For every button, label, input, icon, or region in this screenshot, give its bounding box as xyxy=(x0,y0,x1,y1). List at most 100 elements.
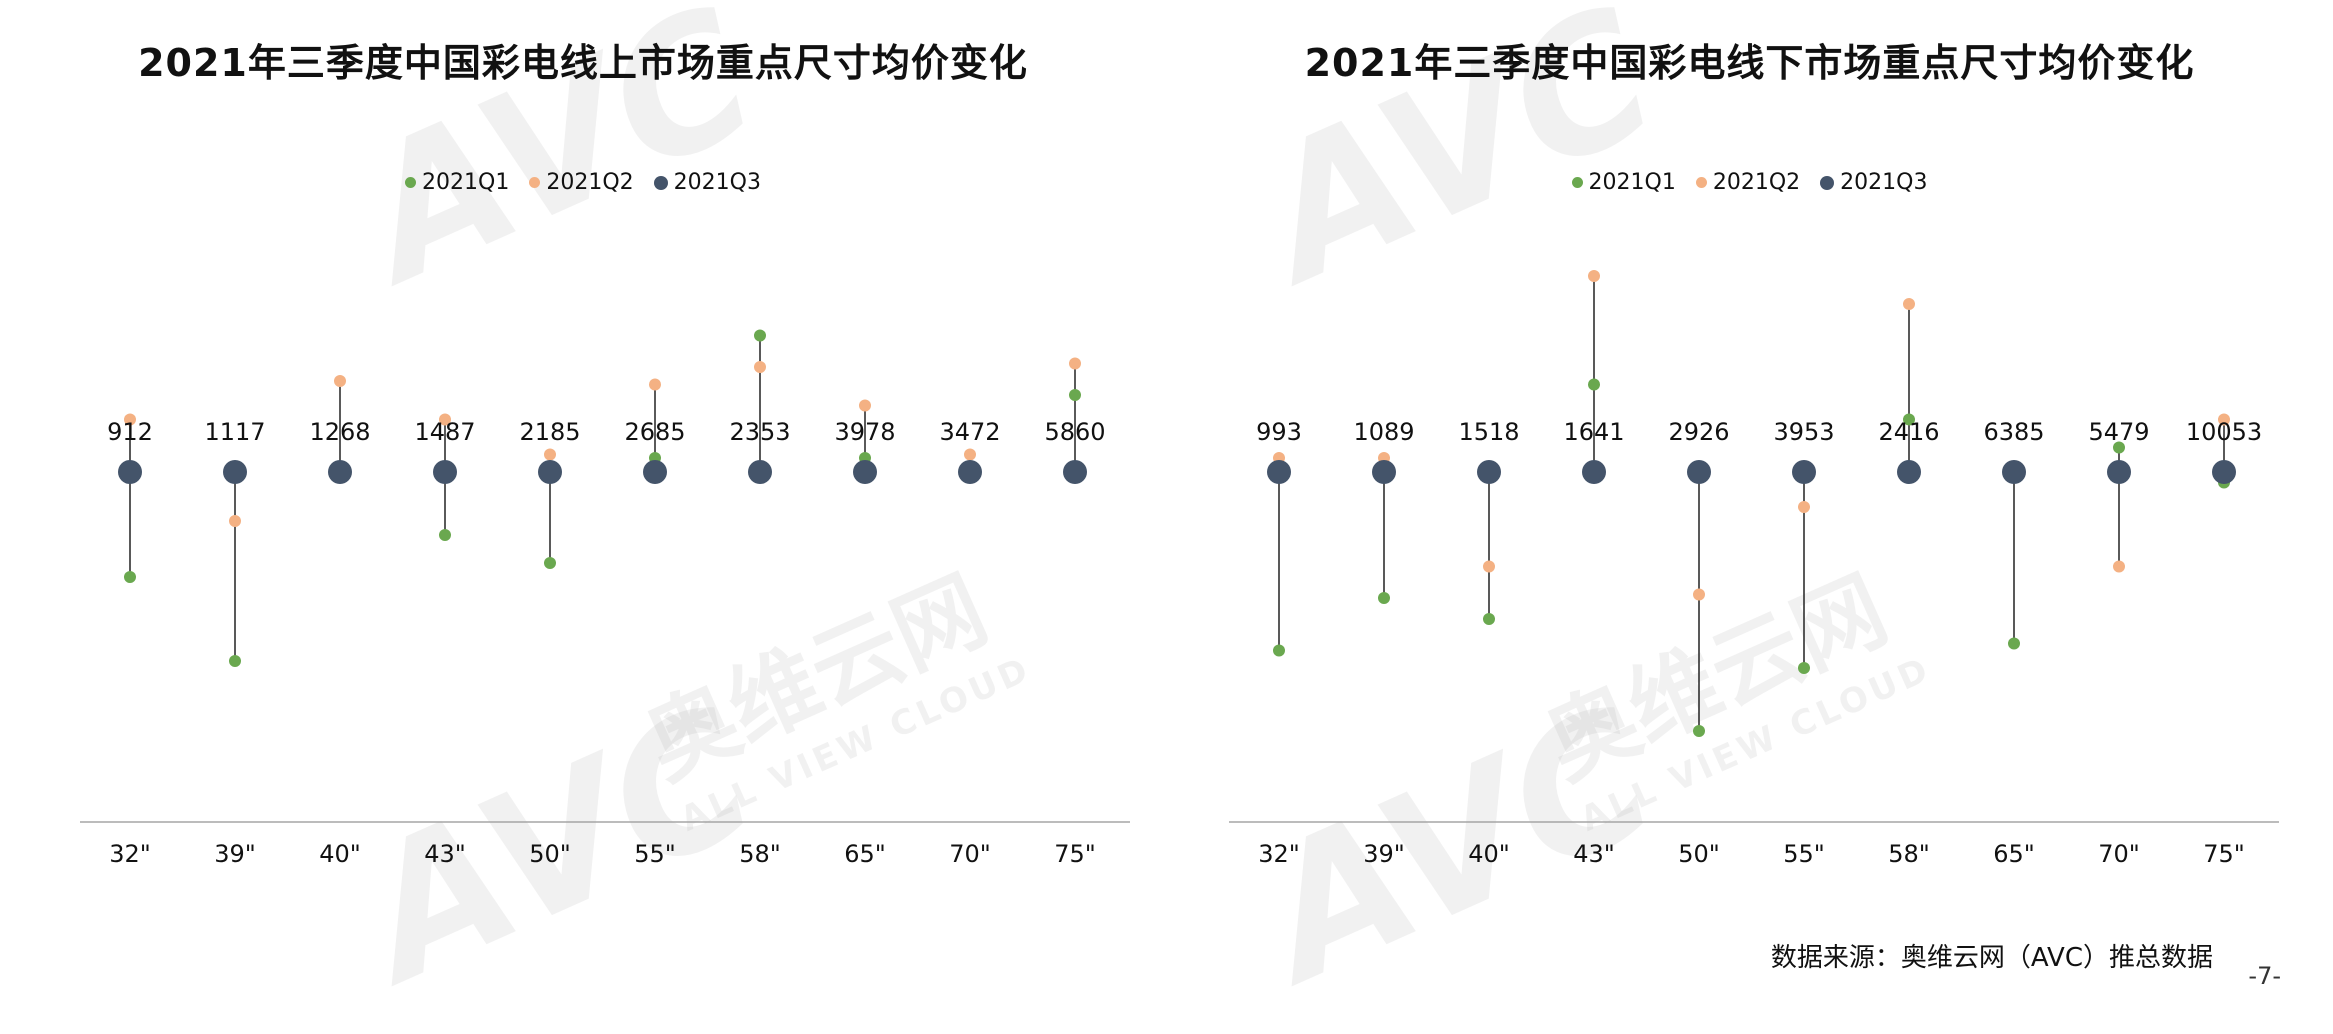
point-2021q1 xyxy=(2008,637,2020,650)
legend-offline: 2021Q1 2021Q2 2021Q3 xyxy=(1166,170,2333,195)
point-2021q1 xyxy=(1588,378,1600,391)
point-2021q3 xyxy=(853,460,877,484)
point-2021q3 xyxy=(223,460,247,484)
x-tick-label: 55" xyxy=(634,840,676,868)
plot-area-offline: 993 32" 1089 39" 1518 40" 1641 43" 2926 50" 3953 55… xyxy=(1229,270,2279,868)
point-2021q3 xyxy=(538,460,562,484)
point-2021q1 xyxy=(439,529,451,541)
legend-label-q2: 2021Q2 xyxy=(1712,170,1801,195)
point-2021q1 xyxy=(1273,644,1285,657)
legend-item-q3: 2021Q3 xyxy=(1820,170,1927,195)
data-label: 1268 xyxy=(309,418,370,446)
point-2021q1 xyxy=(544,557,556,569)
point-2021q3 xyxy=(118,460,142,484)
data-label: 1089 xyxy=(1353,418,1414,446)
data-label: 1641 xyxy=(1563,418,1624,446)
legend-marker-q1 xyxy=(405,177,417,188)
x-tick-label: 32" xyxy=(109,840,151,868)
legend-marker-q2 xyxy=(529,177,541,188)
legend-label-q3: 2021Q3 xyxy=(1840,170,1928,195)
data-label: 1518 xyxy=(1458,418,1519,446)
data-label: 10053 xyxy=(2186,418,2262,446)
x-tick-label: 65" xyxy=(844,840,886,868)
point-2021q2 xyxy=(649,378,661,391)
point-2021q1 xyxy=(2113,441,2125,454)
point-2021q2 xyxy=(334,375,346,387)
data-label: 5860 xyxy=(1044,418,1105,446)
data-label: 1487 xyxy=(414,418,475,446)
legend-item-q3: 2021Q3 xyxy=(653,170,761,195)
x-tick-label: 39" xyxy=(1363,840,1405,868)
point-2021q2 xyxy=(2218,413,2230,426)
x-tick-label: 32" xyxy=(1258,840,1300,868)
point-2021q2 xyxy=(229,515,241,527)
legend-marker-q3 xyxy=(1820,175,1835,190)
point-2021q3 xyxy=(2107,460,2131,484)
legend-online: 2021Q1 2021Q2 2021Q3 xyxy=(0,170,1166,195)
page-number: -7- xyxy=(2248,962,2281,990)
point-2021q2 xyxy=(124,413,136,426)
x-tick-label: 50" xyxy=(529,840,571,868)
point-2021q2 xyxy=(1588,270,1600,282)
data-label: 2685 xyxy=(624,418,685,446)
x-tick-label: 55" xyxy=(1783,840,1825,868)
point-2021q2 xyxy=(1903,298,1915,310)
point-2021q2 xyxy=(964,448,976,461)
data-label: 6385 xyxy=(1983,418,2044,446)
x-tick-label: 40" xyxy=(319,840,361,868)
point-2021q1 xyxy=(1069,389,1081,401)
legend-label-q3: 2021Q3 xyxy=(673,170,761,195)
chart-title-online: 2021年三季度中国彩电线上市场重点尺寸均价变化 xyxy=(138,41,1028,85)
point-2021q1 xyxy=(1483,613,1495,625)
point-2021q2 xyxy=(1483,560,1495,573)
legend-marker-q3 xyxy=(653,175,668,190)
data-label: 2353 xyxy=(729,418,790,446)
legend-marker-q2 xyxy=(1695,177,1707,188)
data-label: 3978 xyxy=(834,418,895,446)
point-2021q3 xyxy=(1897,460,1921,484)
chart-offline: 2021年三季度中国彩电线下市场重点尺寸均价变化 2021Q1 2021Q2 2… xyxy=(1166,0,2333,1034)
point-2021q1 xyxy=(124,571,136,583)
point-2021q3 xyxy=(1372,460,1396,484)
data-label: 3472 xyxy=(939,418,1000,446)
data-label: 2185 xyxy=(519,418,580,446)
point-2021q2 xyxy=(439,413,451,426)
point-2021q3 xyxy=(748,460,772,484)
point-2021q1 xyxy=(1798,662,1810,674)
data-label: 2926 xyxy=(1668,418,1729,446)
point-2021q2 xyxy=(754,361,766,373)
data-label: 912 xyxy=(107,418,153,446)
legend-item-q1: 2021Q1 xyxy=(405,170,509,195)
point-2021q3 xyxy=(2002,460,2026,484)
legend-label-q1: 2021Q1 xyxy=(1588,170,1676,195)
point-2021q1 xyxy=(754,329,766,342)
x-tick-label: 43" xyxy=(1573,840,1615,868)
point-2021q3 xyxy=(643,460,667,484)
data-label: 993 xyxy=(1256,418,1302,446)
point-2021q3 xyxy=(958,460,982,484)
point-2021q1 xyxy=(1378,592,1390,604)
point-2021q3 xyxy=(2212,460,2236,484)
point-2021q3 xyxy=(1267,460,1291,484)
chart-online: 2021年三季度中国彩电线上市场重点尺寸均价变化 2021Q1 2021Q2 2… xyxy=(0,0,1166,1034)
x-tick-label: 75" xyxy=(1054,840,1096,868)
point-2021q3 xyxy=(1063,460,1087,484)
point-2021q1 xyxy=(1903,413,1915,426)
point-2021q3 xyxy=(1477,460,1501,484)
data-label: 3953 xyxy=(1773,418,1834,446)
legend-item-q2: 2021Q2 xyxy=(1695,170,1801,195)
data-label: 5479 xyxy=(2088,418,2149,446)
data-label: 1117 xyxy=(204,418,265,446)
point-2021q2 xyxy=(1069,357,1081,370)
plot-area-online: 912 32" 1117 39" 1268 40" 1487 43" 2185 50" 2685 55… xyxy=(80,329,1130,868)
legend-marker-q1 xyxy=(1571,177,1583,188)
point-2021q3 xyxy=(1582,460,1606,484)
x-tick-label: 70" xyxy=(949,840,991,868)
x-tick-label: 40" xyxy=(1468,840,1510,868)
x-tick-label: 70" xyxy=(2098,840,2140,868)
x-tick-label: 75" xyxy=(2203,840,2245,868)
point-2021q2 xyxy=(1798,501,1810,513)
point-2021q3 xyxy=(1792,460,1816,484)
x-tick-label: 43" xyxy=(424,840,466,868)
point-2021q3 xyxy=(328,460,352,484)
